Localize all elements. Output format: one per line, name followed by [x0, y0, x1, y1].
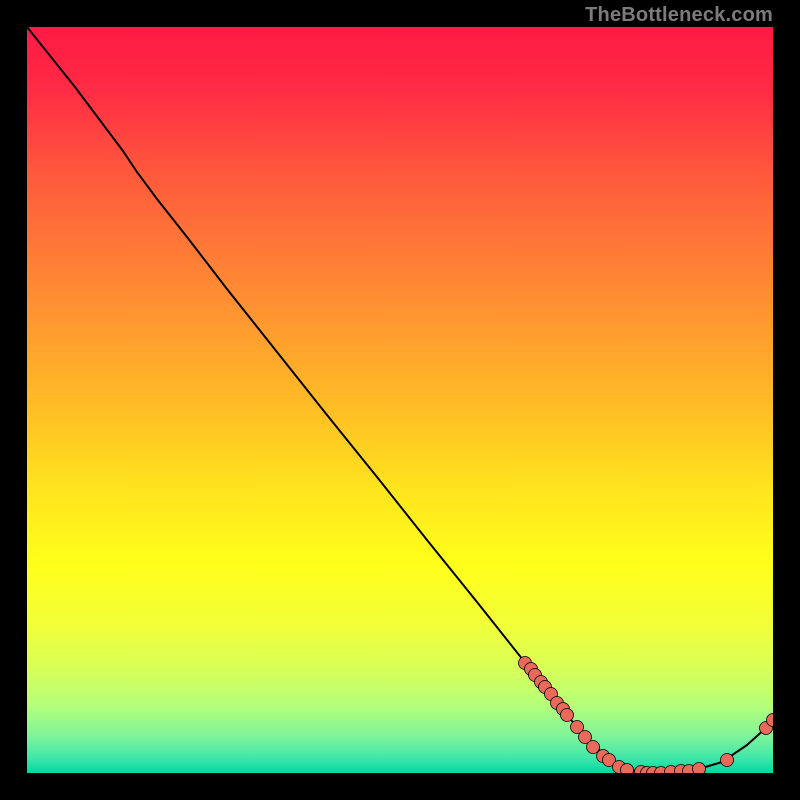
curve-marker	[587, 741, 600, 754]
chart-frame: TheBottleneck.com	[0, 0, 800, 800]
curve-marker	[721, 754, 734, 767]
curve-marker	[621, 764, 634, 774]
plot-area	[27, 27, 773, 773]
curve-marker	[561, 709, 574, 722]
bottleneck-curve-chart	[27, 27, 773, 773]
curve-marker	[693, 763, 706, 774]
gradient-background	[27, 27, 773, 773]
watermark-label: TheBottleneck.com	[585, 4, 773, 27]
